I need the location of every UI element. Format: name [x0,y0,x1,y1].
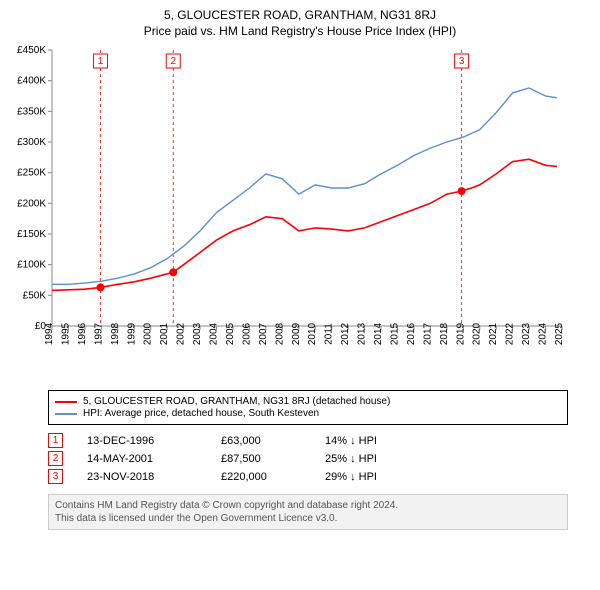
svg-text:1998: 1998 [110,322,121,345]
svg-text:2019: 2019 [455,322,466,345]
svg-text:2: 2 [170,56,176,67]
sale-row-2: 2 14-MAY-2001 £87,500 25% ↓ HPI [48,451,590,466]
legend-swatch-price-paid [55,401,77,403]
svg-text:£50K: £50K [23,290,47,301]
sale-row-3: 3 23-NOV-2018 £220,000 29% ↓ HPI [48,469,590,484]
svg-text:1999: 1999 [126,322,137,345]
svg-text:2020: 2020 [472,322,483,345]
svg-text:2003: 2003 [192,322,203,345]
legend-label-hpi: HPI: Average price, detached house, Sout… [83,408,319,419]
sale-marker-2: 2 [48,451,63,466]
svg-text:2004: 2004 [209,322,220,345]
svg-text:2013: 2013 [357,322,368,345]
svg-text:£300K: £300K [17,137,46,148]
sale-price-2: £87,500 [221,453,301,465]
svg-text:£250K: £250K [17,168,46,179]
chart-subtitle: Price paid vs. HM Land Registry's House … [10,24,590,38]
sale-date-2: 14-MAY-2001 [87,453,197,465]
svg-text:2014: 2014 [373,322,384,345]
svg-text:2008: 2008 [274,322,285,345]
sale-marker-1: 1 [48,433,63,448]
svg-text:2005: 2005 [225,322,236,345]
svg-text:2021: 2021 [488,322,499,345]
svg-text:2002: 2002 [176,322,187,345]
footer-line-2: This data is licensed under the Open Gov… [55,512,561,525]
title-block: 5, GLOUCESTER ROAD, GRANTHAM, NG31 8RJ P… [10,8,590,38]
legend-item-price-paid: 5, GLOUCESTER ROAD, GRANTHAM, NG31 8RJ (… [55,396,561,407]
sale-row-1: 1 13-DEC-1996 £63,000 14% ↓ HPI [48,433,590,448]
svg-text:1: 1 [98,56,104,67]
legend-item-hpi: HPI: Average price, detached house, Sout… [55,408,561,419]
svg-text:1994: 1994 [44,322,55,345]
legend-swatch-hpi [55,413,77,415]
svg-text:2017: 2017 [422,322,433,345]
sale-date-1: 13-DEC-1996 [87,435,197,447]
legend: 5, GLOUCESTER ROAD, GRANTHAM, NG31 8RJ (… [48,390,568,425]
svg-text:2011: 2011 [324,323,335,345]
sale-date-3: 23-NOV-2018 [87,471,197,483]
svg-text:2010: 2010 [307,322,318,345]
svg-text:2024: 2024 [538,322,549,345]
sale-price-3: £220,000 [221,471,301,483]
svg-text:1995: 1995 [60,322,71,345]
sale-diff-3: 29% ↓ HPI [325,471,435,483]
svg-text:£450K: £450K [17,45,46,56]
sale-diff-1: 14% ↓ HPI [325,435,435,447]
svg-text:1997: 1997 [93,322,104,345]
sales-table: 1 13-DEC-1996 £63,000 14% ↓ HPI 2 14-MAY… [48,433,590,484]
line-chart-svg: £0£50K£100K£150K£200K£250K£300K£350K£400… [10,44,570,374]
svg-text:3: 3 [459,56,465,67]
svg-text:2022: 2022 [505,322,516,345]
svg-text:2015: 2015 [389,322,400,345]
svg-text:£200K: £200K [17,198,46,209]
svg-text:2007: 2007 [258,322,269,345]
sale-diff-2: 25% ↓ HPI [325,453,435,465]
svg-text:£150K: £150K [17,229,46,240]
svg-text:1996: 1996 [77,322,88,345]
svg-text:2025: 2025 [554,322,565,345]
svg-text:2023: 2023 [521,322,532,345]
svg-text:2001: 2001 [159,322,170,345]
chart-container: 5, GLOUCESTER ROAD, GRANTHAM, NG31 8RJ P… [0,0,600,590]
sale-price-1: £63,000 [221,435,301,447]
chart-title: 5, GLOUCESTER ROAD, GRANTHAM, NG31 8RJ [10,8,590,22]
sale-marker-3: 3 [48,469,63,484]
svg-text:2006: 2006 [241,322,252,345]
svg-text:2012: 2012 [340,322,351,345]
attribution-footer: Contains HM Land Registry data © Crown c… [48,494,568,530]
chart-area: £0£50K£100K£150K£200K£250K£300K£350K£400… [10,44,590,384]
svg-text:2018: 2018 [439,322,450,345]
svg-text:£100K: £100K [17,260,46,271]
svg-text:£400K: £400K [17,76,46,87]
svg-text:£350K: £350K [17,106,46,117]
footer-line-1: Contains HM Land Registry data © Crown c… [55,499,561,512]
svg-text:2009: 2009 [291,322,302,345]
svg-text:2016: 2016 [406,322,417,345]
svg-text:2000: 2000 [143,322,154,345]
legend-label-price-paid: 5, GLOUCESTER ROAD, GRANTHAM, NG31 8RJ (… [83,396,390,407]
